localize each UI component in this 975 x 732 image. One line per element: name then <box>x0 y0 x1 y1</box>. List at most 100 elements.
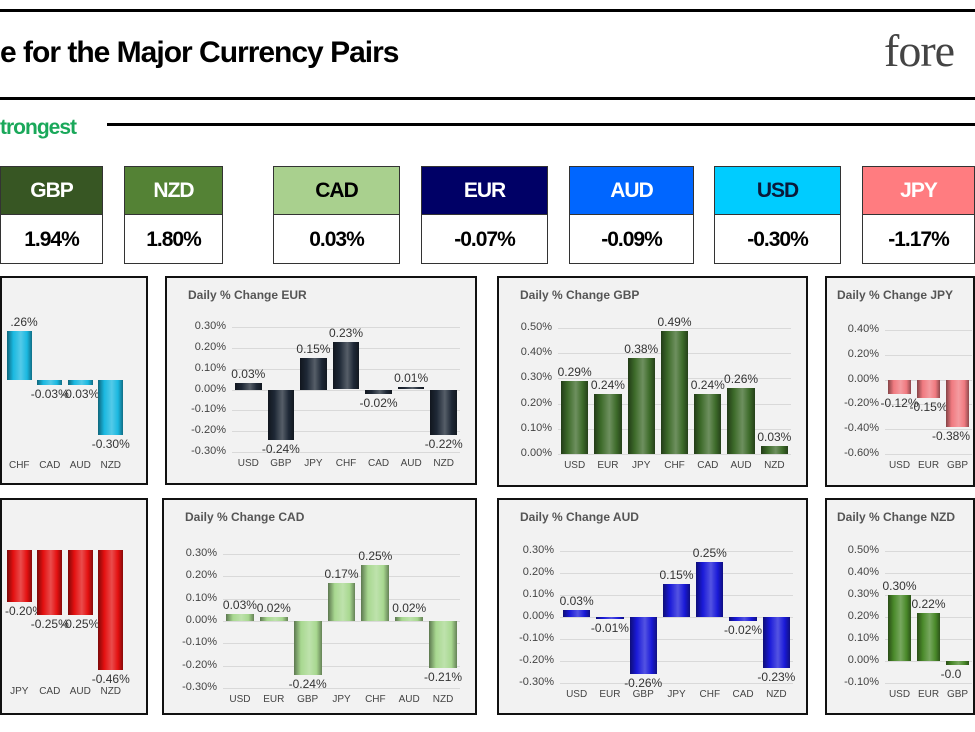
bar-aud <box>67 379 93 386</box>
data-label: 0.30% <box>882 579 917 593</box>
change-value: 0.03% <box>309 228 365 251</box>
y-tick-label: 0.10% <box>185 591 217 604</box>
currency-box-usd: USD -0.30% <box>714 166 841 264</box>
bar-usd <box>234 383 262 390</box>
title-bottom-rule <box>0 97 975 100</box>
currency-box-jpy: JPY -1.17% <box>862 166 975 264</box>
bar-gbp <box>293 621 322 675</box>
gridline <box>560 573 793 574</box>
y-tick-label: 0.40% <box>520 346 552 359</box>
bar-jpy <box>627 358 655 454</box>
y-tick-label: 0.20% <box>520 396 552 409</box>
x-tick-label: AUD <box>730 460 752 471</box>
bar-chf <box>361 565 390 621</box>
y-tick-label: -0.10% <box>182 636 217 649</box>
data-label: -0.25% <box>30 617 69 631</box>
currency-code: GBP <box>30 178 74 202</box>
bar-eur <box>596 617 624 620</box>
gridline <box>232 431 460 433</box>
gridline <box>885 595 972 596</box>
y-tick-label: -0.10% <box>844 676 879 688</box>
y-tick-label: -0.30% <box>182 681 217 693</box>
x-tick-label: USD <box>237 458 259 469</box>
data-label: 0.02% <box>256 600 291 615</box>
chart-panel: Daily % Change JPY 0.40% 0.20% 0.00% -0.20% -… <box>825 276 975 487</box>
y-tick-label: -0.10% <box>519 632 554 644</box>
x-tick-label: CAD <box>39 686 61 697</box>
x-tick-label: EUR <box>917 689 940 700</box>
y-tick-label: 0.30% <box>847 588 879 600</box>
currency-name: USD <box>715 167 840 215</box>
data-label: -0.02% <box>724 623 763 638</box>
currency-change: -0.09% <box>570 215 693 265</box>
bar-chf <box>660 330 689 454</box>
data-label: 0.25% <box>692 546 727 560</box>
x-tick-label: GBP <box>632 689 654 700</box>
bar-eur <box>594 393 622 454</box>
currency-box-aud: AUD -0.09% <box>569 166 694 264</box>
data-label: -0.12% <box>880 396 919 411</box>
data-label: 0.22% <box>911 596 946 611</box>
chart-title: Daily % Change JPY <box>837 288 954 302</box>
bar-gbp <box>945 661 970 666</box>
bar-nzd <box>760 446 788 454</box>
x-tick-label: GBP <box>270 458 292 469</box>
currency-code: USD <box>756 178 799 202</box>
data-label: 0.15% <box>659 568 694 582</box>
y-tick-label: 0.30% <box>194 320 226 332</box>
x-tick-label: NZD <box>433 458 454 469</box>
data-label: 0.25% <box>358 549 393 564</box>
gridline <box>560 617 793 618</box>
currency-box-nzd: NZD 1.80% <box>124 166 223 264</box>
gridline <box>885 429 972 431</box>
currency-box-cad: CAD 0.03% <box>273 166 400 264</box>
data-label: -0.01% <box>590 621 629 636</box>
y-tick-label: 0.10% <box>847 632 879 644</box>
chart-title: Daily % Change CAD <box>185 510 305 524</box>
chart-panel: -0.20% JPY -0.25% CAD -0.25% AUD -0.46% NZD <box>0 498 148 715</box>
data-label: -0.22% <box>424 437 463 452</box>
currency-name: CAD <box>274 167 399 215</box>
data-label: -0.38% <box>931 428 971 443</box>
data-label: 0.49% <box>657 314 692 329</box>
data-label: -0.02% <box>359 395 398 410</box>
x-tick-label: EUR <box>917 460 940 471</box>
change-value: 1.94% <box>24 228 80 251</box>
x-tick-label: GBP <box>946 689 969 700</box>
data-label: 0.02% <box>392 600 427 615</box>
x-tick-label: CHF <box>699 689 721 700</box>
y-tick-label: 0.10% <box>520 421 552 434</box>
data-label: 0.24% <box>590 377 625 392</box>
bar-nzd <box>98 379 124 436</box>
bar-chf <box>696 562 724 617</box>
x-tick-label: EUR <box>597 460 619 471</box>
x-tick-label: CAD <box>368 458 390 469</box>
currency-name: EUR <box>422 167 547 215</box>
currency-name: GBP <box>1 167 102 215</box>
change-value: -0.30% <box>747 228 809 251</box>
bar-usd <box>226 614 254 621</box>
gridline <box>885 551 972 552</box>
change-value: -1.17% <box>888 228 950 251</box>
chart-title: Daily % Change AUD <box>520 510 639 524</box>
x-tick-label: EUR <box>263 694 285 705</box>
gridline <box>558 328 791 329</box>
y-tick-label: -0.20% <box>182 658 217 671</box>
gridline <box>885 454 972 455</box>
data-label: 0.15% <box>296 342 331 357</box>
change-value: -0.09% <box>601 228 663 251</box>
chart-panel: .26% CHF -0.03% CAD -0.03% AUD -0.30% NZD <box>0 276 148 485</box>
currency-box-eur: EUR -0.07% <box>421 166 548 264</box>
gridline <box>560 683 793 684</box>
x-tick-label: NZD <box>766 689 787 700</box>
x-tick-label: AUD <box>398 694 420 705</box>
bar-usd <box>887 379 912 395</box>
x-tick-label: NZD <box>100 460 122 471</box>
gridline <box>560 639 793 640</box>
gridline <box>232 327 460 328</box>
gridline <box>223 576 460 578</box>
logo: fore <box>884 25 955 76</box>
bar-eur <box>916 379 941 399</box>
bar-gbp <box>945 379 970 427</box>
x-tick-label: JPY <box>10 686 29 697</box>
